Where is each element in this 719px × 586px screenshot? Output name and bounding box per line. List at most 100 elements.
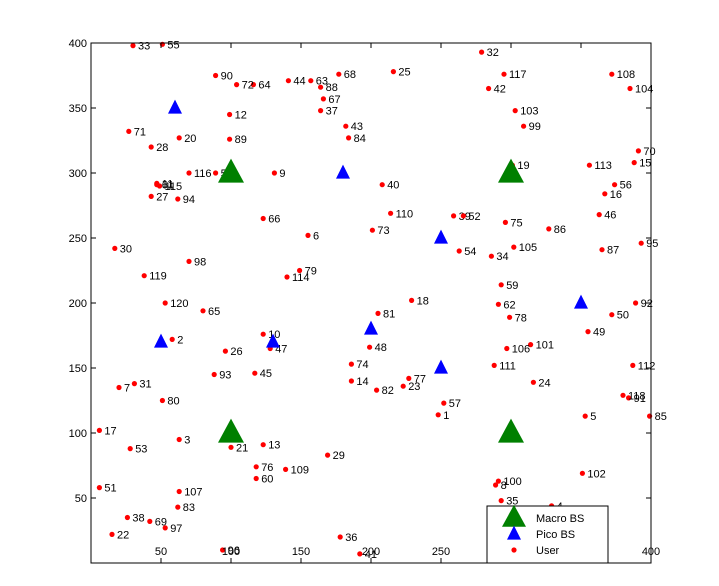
user-point	[409, 297, 415, 303]
y-tick-label: 250	[69, 233, 87, 245]
user-point-label: 33	[138, 41, 150, 53]
user-point	[175, 196, 181, 202]
user-point-label: 60	[261, 474, 273, 486]
user-point	[498, 282, 504, 288]
macro-bs-marker	[218, 158, 244, 183]
user-point-label: 22	[117, 529, 129, 541]
user-point	[495, 478, 501, 484]
user-point-label: 24	[538, 377, 550, 389]
user-point	[211, 371, 217, 378]
user-point-label: 78	[515, 312, 527, 324]
user-point	[283, 466, 289, 472]
user-point-label: 107	[184, 487, 202, 499]
user-point-label: 56	[620, 180, 632, 192]
user-point-label: 92	[641, 298, 653, 310]
user-point-label: 9	[279, 168, 285, 180]
user-point-label: 6	[313, 230, 319, 242]
user-point	[159, 397, 165, 404]
user-point	[406, 375, 412, 381]
pico-bs-marker	[434, 229, 448, 244]
user-point-label: 67	[328, 94, 340, 106]
user-point-label: 46	[604, 210, 616, 222]
user-point	[501, 71, 507, 77]
user-point-label: 15	[639, 158, 651, 170]
user-point-label: 29	[333, 450, 345, 462]
x-tick-label: 250	[432, 546, 450, 558]
user-point	[579, 470, 586, 476]
user-point	[504, 345, 510, 352]
user-point	[435, 412, 441, 418]
user-point	[96, 485, 102, 491]
user-point-label: 73	[377, 225, 389, 237]
legend-user-swatch	[511, 547, 517, 553]
user-point	[530, 379, 537, 385]
user-point	[176, 135, 182, 141]
y-tick-label: 350	[69, 103, 87, 115]
user-point-label: 118	[628, 390, 646, 402]
y-tick-label: 300	[69, 168, 87, 180]
user-point	[147, 518, 153, 525]
user-point	[250, 82, 256, 88]
user-point	[343, 123, 349, 129]
user-point-label: 63	[316, 76, 328, 88]
user-point-label: 89	[235, 134, 247, 146]
user-point	[346, 135, 352, 141]
user-point	[502, 219, 508, 225]
user-point-label: 95	[646, 238, 658, 250]
user-point	[253, 475, 259, 482]
user-point	[186, 258, 192, 264]
user-point-label: 59	[506, 280, 518, 292]
user-point	[498, 498, 504, 504]
user-point-label: 53	[135, 444, 147, 456]
user-point	[512, 108, 518, 114]
user-point-label: 108	[617, 69, 635, 81]
user-point-label: 93	[219, 370, 231, 382]
user-point-label: 19	[517, 160, 529, 172]
user-point	[305, 232, 311, 238]
user-point	[260, 331, 266, 337]
user-point-label: 96	[228, 545, 240, 557]
user-point-label: 72	[242, 80, 254, 92]
user-point-label: 16	[610, 189, 622, 201]
user-point	[96, 427, 102, 433]
user-point	[176, 488, 182, 495]
user-point	[141, 273, 147, 279]
user-point	[320, 96, 326, 102]
y-tick-label: 400	[69, 38, 87, 50]
user-point-label: 54	[464, 246, 476, 258]
y-tick-label: 100	[69, 428, 87, 440]
user-point	[388, 210, 394, 216]
base-stations-layer	[154, 99, 588, 443]
user-point-label: 57	[449, 398, 461, 410]
user-point	[460, 213, 466, 219]
user-point-label: 55	[167, 39, 179, 51]
user-point-label: 13	[268, 440, 280, 452]
user-point-label: 45	[260, 368, 272, 380]
user-point-label: 3	[184, 435, 190, 447]
legend-macro-bs-swatch	[502, 504, 526, 527]
pico-bs-marker	[364, 320, 378, 335]
user-point	[582, 413, 588, 419]
user-point	[271, 170, 277, 176]
user-point	[308, 78, 314, 84]
user-point	[200, 308, 206, 314]
user-point	[157, 183, 163, 189]
user-point	[495, 301, 501, 307]
user-point-label: 32	[487, 47, 499, 59]
user-point	[379, 182, 385, 188]
user-point-label: 26	[230, 346, 242, 358]
pico-bs-marker	[336, 164, 350, 179]
user-point-label: 102	[587, 468, 605, 480]
user-point	[609, 312, 615, 318]
user-point-label: 30	[120, 243, 132, 255]
user-point-label: 37	[326, 106, 338, 118]
y-tick-label: 150	[69, 363, 87, 375]
user-point-label: 81	[383, 308, 395, 320]
user-point-label: 20	[184, 133, 196, 145]
user-point	[285, 78, 291, 84]
user-point	[375, 310, 381, 316]
pico-bs-marker	[168, 99, 182, 114]
user-point	[599, 247, 605, 253]
user-point	[252, 370, 258, 376]
user-point-label: 110	[396, 208, 414, 220]
